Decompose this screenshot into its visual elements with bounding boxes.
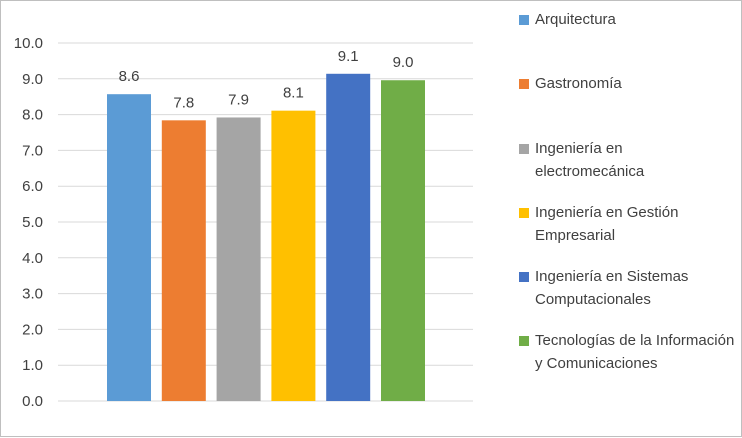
y-tick-label: 2.0 — [22, 321, 43, 338]
bar — [161, 120, 206, 401]
y-tick-label: 6.0 — [22, 178, 43, 195]
y-tick-label: 4.0 — [22, 250, 43, 267]
data-label: 9.1 — [338, 48, 359, 65]
legend-swatch — [519, 79, 529, 89]
data-label: 9.0 — [393, 54, 414, 71]
bar — [216, 117, 261, 402]
legend-swatch — [519, 336, 529, 346]
legend-label: Arquitectura — [535, 11, 616, 28]
bar — [271, 110, 316, 402]
legend-label: Ingeniería en electromecánica — [535, 140, 645, 180]
data-label: 7.8 — [173, 94, 194, 111]
data-label: 8.1 — [283, 85, 304, 102]
legend-swatch — [519, 208, 529, 218]
y-tick-label: 1.0 — [22, 357, 43, 374]
legend-swatch — [519, 144, 529, 154]
y-tick-label: 7.0 — [22, 142, 43, 159]
bar — [107, 94, 151, 401]
y-tick-label: 10.0 — [14, 35, 43, 52]
bar — [326, 73, 371, 402]
y-tick-label: 9.0 — [22, 71, 43, 88]
legend-label: Gastronomía — [535, 75, 622, 92]
legend-swatch — [519, 15, 529, 25]
y-tick-label: 0.0 — [22, 393, 43, 410]
legend-label: Tecnologías de la Información y Comunica… — [535, 332, 735, 372]
data-label: 7.9 — [228, 91, 249, 108]
legend-label: Ingeniería en Gestión Empresarial — [535, 204, 679, 244]
data-label: 8.6 — [119, 68, 140, 85]
legend-label: Ingeniería en Sistemas Computacionales — [535, 268, 689, 308]
y-tick-label: 3.0 — [22, 286, 43, 303]
y-tick-label: 5.0 — [22, 214, 43, 231]
legend-swatch — [519, 272, 529, 282]
y-tick-label: 8.0 — [22, 107, 43, 124]
bar — [381, 80, 425, 402]
